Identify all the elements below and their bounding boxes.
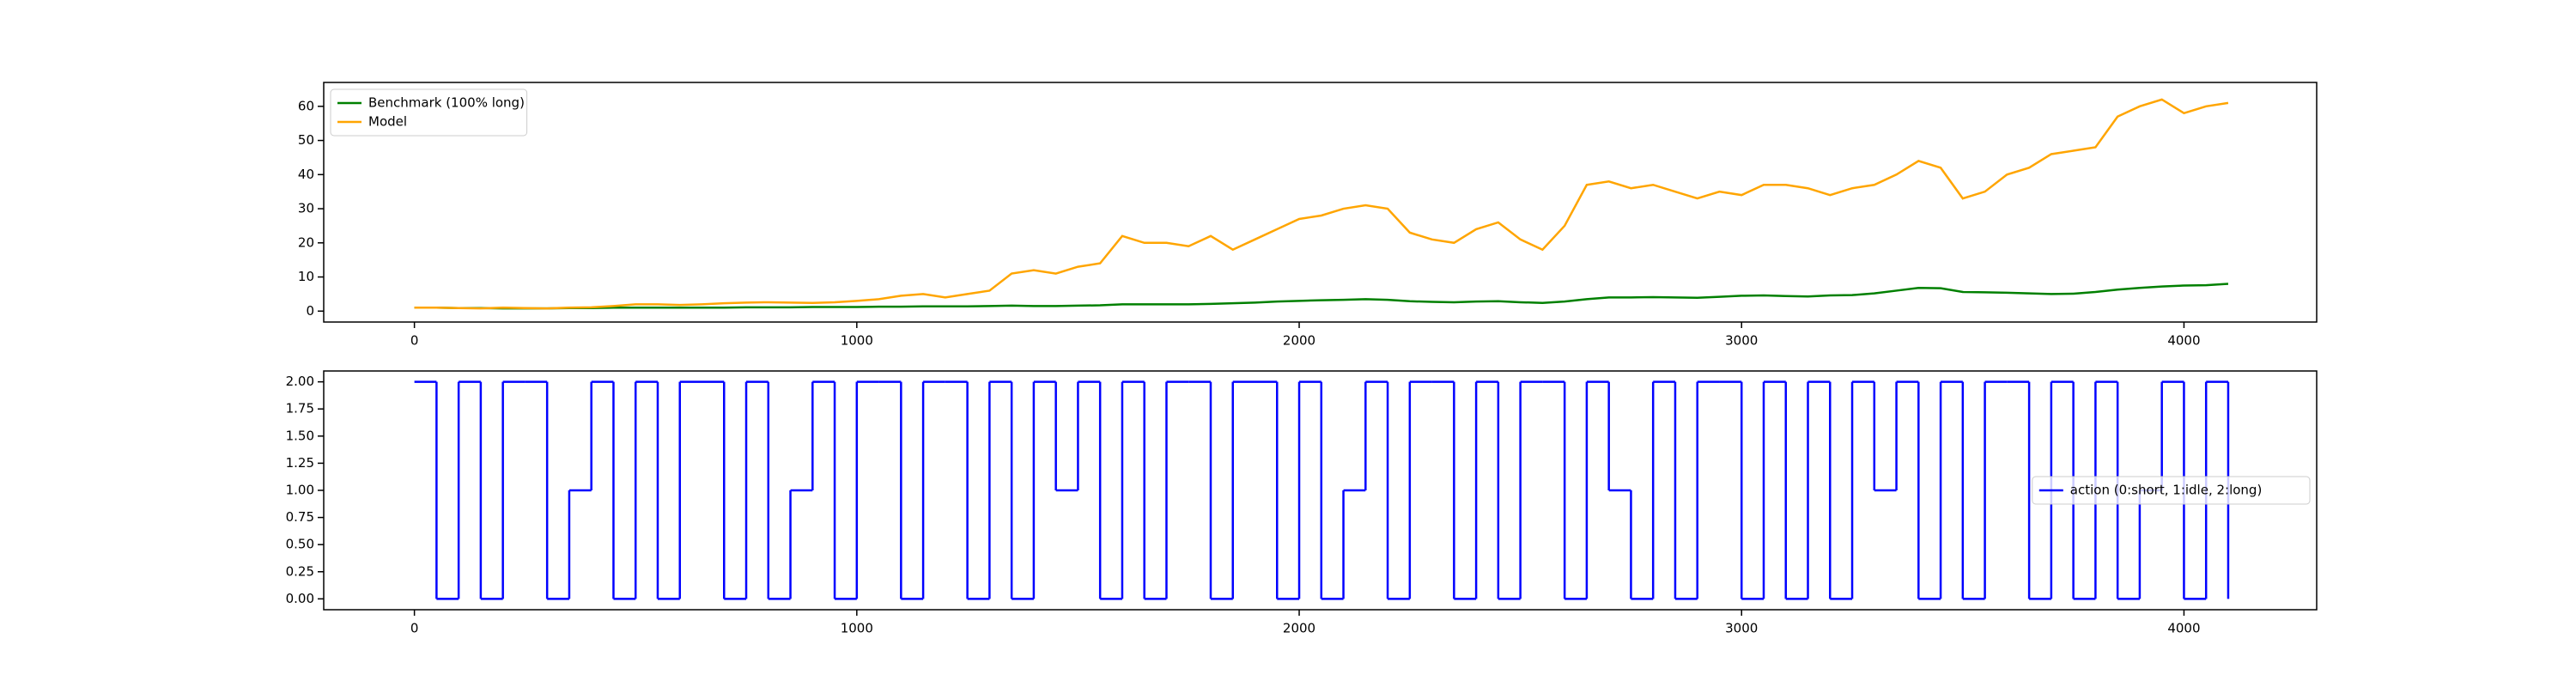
legend-label: Benchmark (100% long) — [368, 95, 525, 111]
y-tick-label: 1.50 — [286, 428, 314, 443]
x-tick-label: 3000 — [1725, 333, 1758, 349]
y-tick-label: 1.00 — [286, 483, 314, 498]
y-tick-label: 1.75 — [286, 401, 314, 416]
axes-frame — [323, 370, 2318, 611]
x-tick-label: 4000 — [2167, 621, 2200, 636]
x-tick-label: 1000 — [841, 621, 873, 636]
y-tick-label: 10 — [298, 269, 314, 284]
legend-label: action (0:short, 1:idle, 2:long) — [2070, 483, 2263, 498]
y-tick-label: 60 — [298, 98, 314, 113]
y-tick-label: 1.25 — [286, 455, 314, 471]
x-tick-label: 0 — [410, 333, 419, 349]
series-line — [414, 98, 2229, 310]
y-tick-label: 0.00 — [286, 591, 314, 606]
legend-box — [330, 88, 528, 137]
y-tick-label: 30 — [298, 201, 314, 216]
y-tick-label: 40 — [298, 167, 314, 182]
x-tick-label: 1000 — [841, 333, 873, 349]
y-tick-label: 2.00 — [286, 374, 314, 389]
axes-frame — [323, 82, 2318, 323]
y-tick-label: 20 — [298, 234, 314, 250]
y-tick-label: 0.50 — [286, 537, 314, 552]
x-tick-label: 3000 — [1725, 621, 1758, 636]
x-tick-label: 2000 — [1283, 333, 1315, 349]
x-tick-label: 4000 — [2167, 333, 2200, 349]
y-tick-label: 50 — [298, 132, 314, 148]
x-tick-label: 0 — [410, 621, 419, 636]
x-tick-label: 2000 — [1283, 621, 1315, 636]
y-tick-label: 0.75 — [286, 509, 314, 525]
y-tick-label: 0.25 — [286, 563, 314, 579]
y-tick-label: 0 — [306, 303, 314, 319]
legend-label: Model — [368, 114, 407, 130]
legend-box — [2032, 476, 2311, 505]
series-line — [414, 283, 2229, 310]
